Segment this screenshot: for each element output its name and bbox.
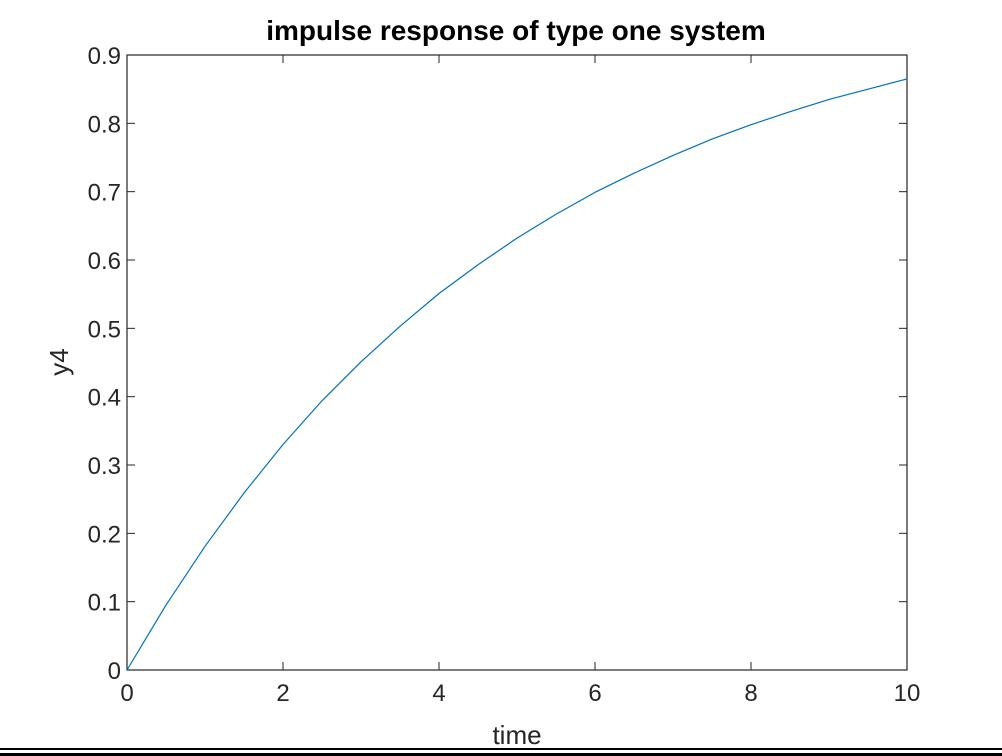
y-tick-label: 0.3 <box>88 453 121 480</box>
y-tick-label: 0.8 <box>88 111 121 138</box>
y-axis-tick-labels: 0 0.1 0.2 0.3 0.4 0.5 0.6 0.7 0.8 0.9 <box>88 43 121 685</box>
x-tick-label: 2 <box>276 680 289 707</box>
y-tick-label: 0.7 <box>88 180 121 207</box>
y-axis-title: y4 <box>44 348 74 375</box>
series-group <box>126 78 908 671</box>
series-line <box>126 78 908 671</box>
x-axis-tick-labels: 0 2 4 6 8 10 <box>120 680 920 707</box>
y-tick-label: 0.5 <box>88 316 121 343</box>
y-tick-label: 0.2 <box>88 521 121 548</box>
plot-area <box>126 54 908 671</box>
x-axis-title: time <box>492 720 541 750</box>
axis-ticks <box>126 54 908 671</box>
bottom-border <box>0 748 1002 756</box>
y-tick-label: 0 <box>108 658 121 685</box>
y-tick-label: 0.9 <box>88 43 121 70</box>
x-tick-label: 10 <box>894 680 921 707</box>
x-tick-label: 4 <box>432 680 445 707</box>
x-tick-label: 6 <box>588 680 601 707</box>
x-tick-label: 0 <box>120 680 133 707</box>
y-tick-label: 0.1 <box>88 590 121 617</box>
chart-title: impulse response of type one system <box>266 15 766 46</box>
x-tick-label: 8 <box>744 680 757 707</box>
y-tick-label: 0.4 <box>88 385 121 412</box>
y-tick-label: 0.6 <box>88 248 121 275</box>
